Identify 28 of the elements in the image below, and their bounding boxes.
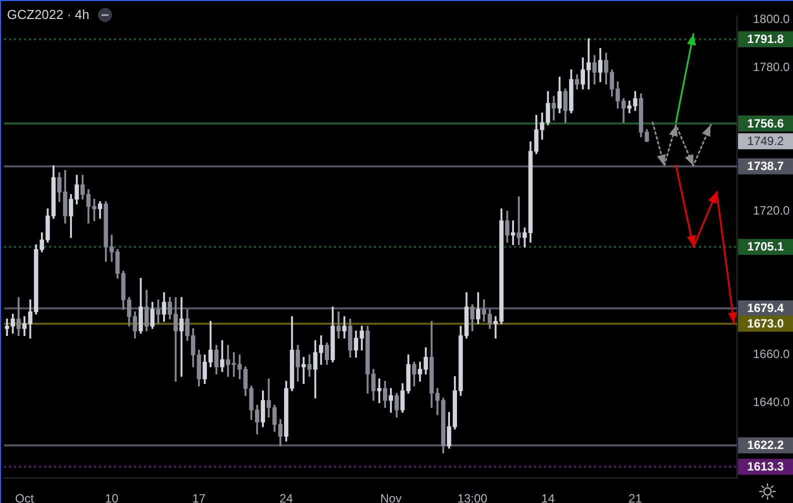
x-tick-label: Oct [15, 492, 34, 503]
y-tick-label: 1780.0 [753, 60, 790, 74]
candlestick [179, 297, 184, 377]
candlestick [302, 356, 306, 384]
ref-line-label: 1791.8 [747, 32, 784, 46]
ref-line-label: 1673.0 [747, 316, 784, 331]
ref-line-label: 1738.7 [747, 159, 784, 174]
x-tick-label: 24 [280, 492, 294, 503]
text: 1749.2 [747, 134, 784, 148]
ref-line-label: 1705.1 [747, 240, 784, 254]
y-tick-label: 1720.0 [753, 203, 790, 218]
y-tick-label: 1660.0 [753, 347, 790, 362]
candlestick [510, 220, 516, 246]
x-tick-label: 21 [628, 492, 642, 503]
y-tick-label: 1640.0 [753, 395, 790, 410]
x-tick-label: 13:00 [457, 492, 488, 503]
ref-line-label: 1756.6 [747, 116, 784, 130]
x-tick-label: 10 [105, 492, 119, 503]
chart-title: GCZ2022 · 4h [7, 7, 90, 22]
x-tick-label: 17 [192, 492, 206, 503]
candlestick [516, 196, 522, 246]
ref-line-label: 1679.4 [747, 301, 784, 316]
ref-line-label: 1613.3 [747, 460, 784, 474]
x-tick-label: 14 [541, 492, 555, 503]
ref-line-label: 1622.2 [747, 438, 784, 452]
x-tick-label: Nov [380, 492, 402, 503]
candlestick [493, 316, 498, 338]
y-tick-label: 1800.0 [753, 12, 790, 26]
